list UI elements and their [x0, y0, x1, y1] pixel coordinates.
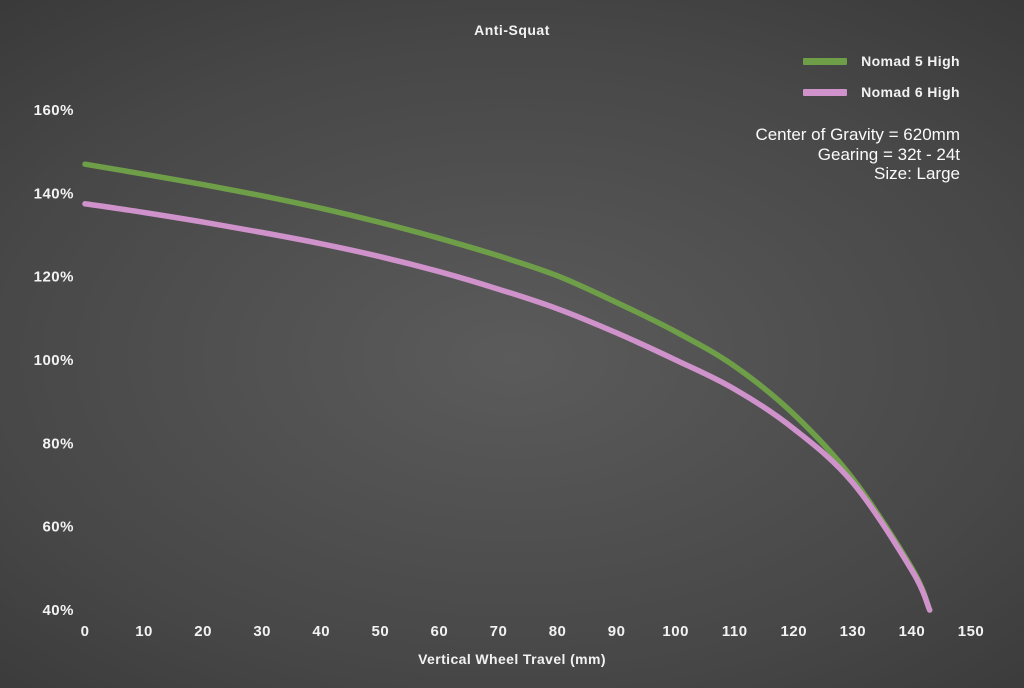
- x-tick-label: 110: [722, 623, 748, 640]
- chart-title: Anti-Squat: [474, 22, 550, 38]
- annotation-center-of-gravity: Center of Gravity = 620mm: [755, 125, 960, 144]
- y-tick-label: 80%: [42, 435, 74, 452]
- x-tick-label: 120: [781, 623, 808, 640]
- x-tick-label: 80: [549, 623, 567, 640]
- x-tick-label: 150: [958, 623, 985, 640]
- legend-label: Nomad 6 High: [861, 84, 960, 100]
- x-tick-label: 130: [840, 623, 867, 640]
- x-tick-label: 90: [608, 623, 626, 640]
- x-tick-label: 70: [490, 623, 508, 640]
- y-tick-label: 120%: [34, 269, 74, 286]
- legend: Nomad 5 High Nomad 6 High: [803, 50, 960, 112]
- legend-item-nomad-6-high: Nomad 6 High: [803, 81, 960, 103]
- annotation-size: Size: Large: [874, 164, 960, 183]
- x-tick-label: 60: [431, 623, 449, 640]
- x-tick-label: 0: [81, 623, 90, 640]
- y-tick-label: 60%: [42, 519, 74, 536]
- y-tick-label: 100%: [34, 352, 74, 369]
- x-tick-label: 10: [135, 623, 153, 640]
- y-tick-label: 160%: [34, 102, 74, 119]
- x-tick-label: 50: [371, 623, 389, 640]
- legend-swatch-nomad-6-high: [803, 88, 848, 96]
- chart-annotations: Center of Gravity = 620mm Gearing = 32t …: [755, 125, 960, 184]
- x-tick-label: 30: [253, 623, 271, 640]
- x-tick-label: 20: [194, 623, 212, 640]
- x-axis-title: Vertical Wheel Travel (mm): [418, 651, 606, 667]
- x-tick-label: 140: [899, 623, 926, 640]
- annotation-gearing: Gearing = 32t - 24t: [817, 144, 960, 164]
- legend-swatch-nomad-5-high: [803, 57, 848, 65]
- x-tick-label: 40: [312, 623, 330, 640]
- legend-label: Nomad 5 High: [861, 53, 960, 69]
- y-tick-label: 140%: [34, 185, 74, 202]
- series-line-nomad-5-high: [82, 161, 933, 613]
- y-tick-label: 40%: [42, 602, 74, 619]
- x-tick-label: 100: [662, 623, 689, 640]
- legend-item-nomad-5-high: Nomad 5 High: [803, 50, 960, 72]
- series-line-nomad-6-high: [82, 201, 933, 613]
